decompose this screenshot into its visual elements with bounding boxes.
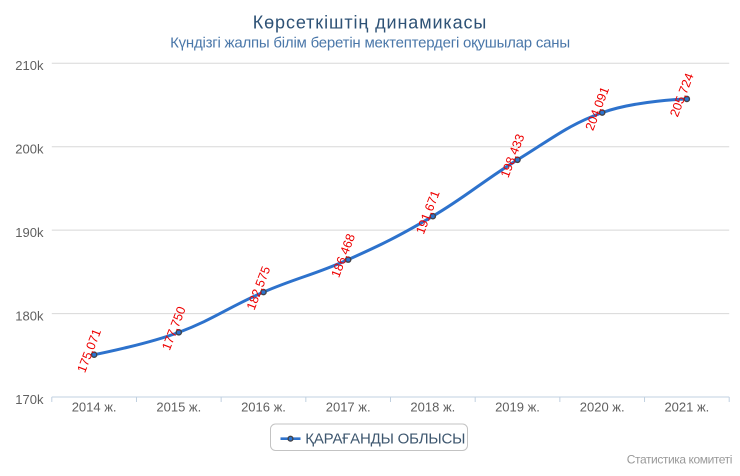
svg-text:200k: 200k [15,142,44,157]
svg-text:2019 ж.: 2019 ж. [495,400,540,415]
svg-text:2020 ж.: 2020 ж. [580,400,625,415]
svg-text:2018 ж.: 2018 ж. [410,400,455,415]
svg-text:210k: 210k [15,58,44,73]
svg-text:170k: 170k [15,392,44,407]
svg-text:180k: 180k [15,308,44,323]
svg-text:Күндізгі жалпы білім беретін м: Күндізгі жалпы білім беретін мектептерде… [170,35,570,52]
svg-text:Статистика комитеті: Статистика комитеті [627,453,732,467]
svg-text:2015 ж.: 2015 ж. [156,400,201,415]
svg-text:2021 ж.: 2021 ж. [664,400,709,415]
svg-text:2014 ж.: 2014 ж. [72,400,117,415]
svg-text:190k: 190k [15,225,44,240]
svg-text:Көрсеткіштің динамикасы: Көрсеткіштің динамикасы [253,13,488,33]
svg-text:2017 ж.: 2017 ж. [326,400,371,415]
svg-text:2016 ж.: 2016 ж. [241,400,286,415]
svg-text:ҚАРАҒАНДЫ ОБЛЫСЫ: ҚАРАҒАНДЫ ОБЛЫСЫ [305,431,465,448]
